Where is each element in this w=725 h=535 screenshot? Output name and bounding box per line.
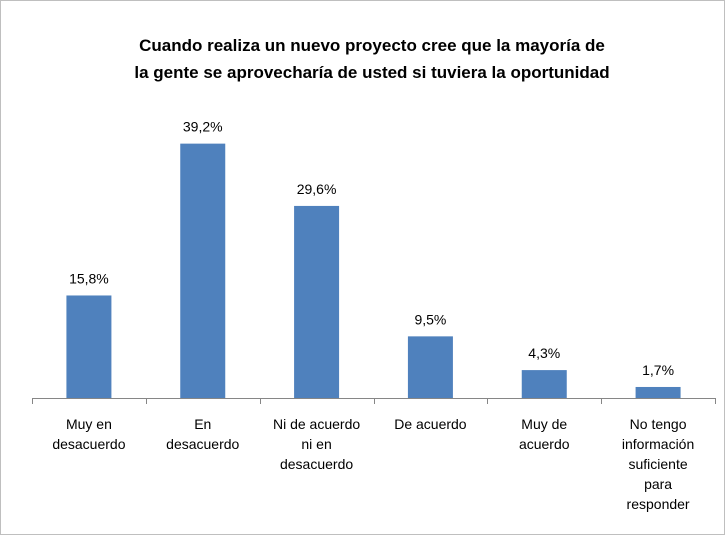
bar <box>407 336 453 398</box>
bar <box>66 295 112 398</box>
x-tick-label: Muy de acuerdo <box>519 416 570 452</box>
x-tick-label: En desacuerdo <box>166 416 239 452</box>
x-tick-label: Ni de acuerdo ni en desacuerdo <box>273 416 360 472</box>
bar <box>294 205 340 398</box>
chart-title: Cuando realiza un nuevo proyecto cree qu… <box>139 36 605 55</box>
data-label: 29,6% <box>297 181 337 197</box>
x-tick-label: Muy en desacuerdo <box>52 416 125 452</box>
chart-title: la gente se aprovecharía de usted si tuv… <box>134 63 609 82</box>
data-label: 4,3% <box>528 345 560 361</box>
data-label: 1,7% <box>642 362 674 378</box>
bar <box>521 370 567 398</box>
bar <box>180 143 226 398</box>
x-tick-label: No tengo información suficiente para respond… <box>622 416 694 512</box>
data-label: 39,2% <box>183 119 223 135</box>
x-tick-label: De acuerdo <box>394 416 467 432</box>
data-label: 15,8% <box>69 270 109 286</box>
data-label: 9,5% <box>414 311 446 327</box>
bar <box>635 386 681 398</box>
